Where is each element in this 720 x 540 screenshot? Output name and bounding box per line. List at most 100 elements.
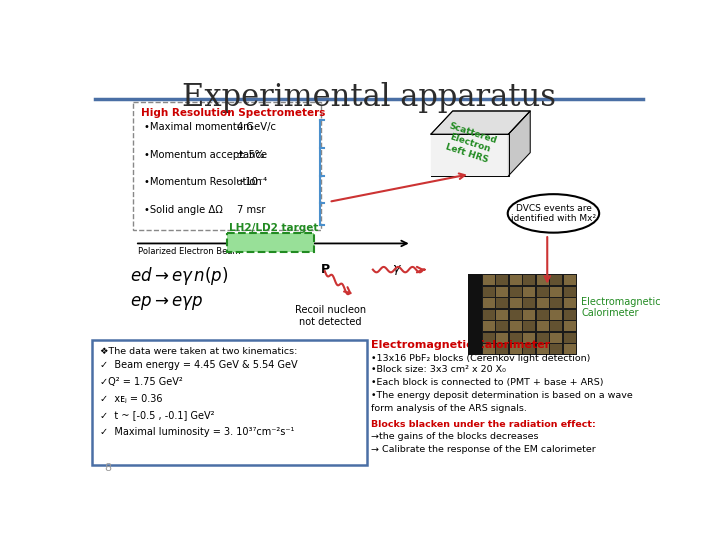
FancyBboxPatch shape bbox=[537, 287, 549, 296]
Text: form analysis of the ARS signals.: form analysis of the ARS signals. bbox=[371, 404, 526, 414]
Text: Scattered
Electron
Left HRS: Scattered Electron Left HRS bbox=[441, 122, 498, 165]
Text: Blocks blacken under the radiation effect:: Blocks blacken under the radiation effec… bbox=[371, 420, 595, 429]
FancyBboxPatch shape bbox=[523, 287, 535, 296]
FancyBboxPatch shape bbox=[564, 275, 576, 285]
Text: Recoil nucleon
not detected: Recoil nucleon not detected bbox=[294, 305, 366, 327]
Text: DVCS events are: DVCS events are bbox=[516, 204, 591, 213]
FancyBboxPatch shape bbox=[550, 333, 562, 343]
FancyBboxPatch shape bbox=[523, 275, 535, 285]
FancyBboxPatch shape bbox=[510, 333, 522, 343]
Text: •13x16 PbF₂ blocks (Čerenkov light detection): •13x16 PbF₂ blocks (Čerenkov light detec… bbox=[371, 352, 590, 362]
Text: identified with Mx²: identified with Mx² bbox=[511, 214, 596, 224]
Polygon shape bbox=[431, 134, 508, 176]
Text: 4 GeV/c: 4 GeV/c bbox=[238, 122, 276, 132]
FancyBboxPatch shape bbox=[482, 298, 495, 308]
FancyBboxPatch shape bbox=[564, 309, 576, 320]
FancyBboxPatch shape bbox=[537, 333, 549, 343]
Text: LH2/LD2 target: LH2/LD2 target bbox=[229, 222, 318, 233]
FancyBboxPatch shape bbox=[564, 287, 576, 296]
FancyBboxPatch shape bbox=[92, 340, 366, 465]
FancyBboxPatch shape bbox=[537, 309, 549, 320]
FancyBboxPatch shape bbox=[482, 345, 495, 354]
FancyBboxPatch shape bbox=[469, 298, 481, 308]
FancyBboxPatch shape bbox=[482, 275, 495, 285]
FancyBboxPatch shape bbox=[469, 321, 481, 331]
FancyBboxPatch shape bbox=[469, 345, 481, 354]
FancyBboxPatch shape bbox=[523, 321, 535, 331]
FancyBboxPatch shape bbox=[564, 321, 576, 331]
FancyBboxPatch shape bbox=[510, 298, 522, 308]
FancyBboxPatch shape bbox=[510, 287, 522, 296]
FancyBboxPatch shape bbox=[496, 333, 508, 343]
FancyBboxPatch shape bbox=[482, 321, 495, 331]
Text: ~10⁻⁴: ~10⁻⁴ bbox=[238, 177, 267, 187]
Text: ✓  Maximal luminosity = 3. 10³⁷cm⁻²s⁻¹: ✓ Maximal luminosity = 3. 10³⁷cm⁻²s⁻¹ bbox=[100, 428, 294, 437]
Text: ✓  t ~ [-0.5 , -0.1] GeV²: ✓ t ~ [-0.5 , -0.1] GeV² bbox=[100, 410, 215, 421]
FancyBboxPatch shape bbox=[537, 275, 549, 285]
FancyBboxPatch shape bbox=[550, 298, 562, 308]
FancyBboxPatch shape bbox=[468, 274, 482, 355]
FancyBboxPatch shape bbox=[469, 275, 481, 285]
Text: P: P bbox=[321, 264, 330, 276]
Text: High Resolution Spectrometers: High Resolution Spectrometers bbox=[141, 108, 325, 118]
FancyBboxPatch shape bbox=[550, 275, 562, 285]
FancyBboxPatch shape bbox=[496, 287, 508, 296]
Text: $ep \rightarrow e\gamma p$: $ep \rightarrow e\gamma p$ bbox=[130, 294, 203, 312]
FancyBboxPatch shape bbox=[550, 321, 562, 331]
FancyBboxPatch shape bbox=[550, 287, 562, 296]
Text: ✓  xᴇⱼ = 0.36: ✓ xᴇⱼ = 0.36 bbox=[100, 394, 163, 403]
FancyBboxPatch shape bbox=[537, 321, 549, 331]
FancyBboxPatch shape bbox=[564, 345, 576, 354]
FancyBboxPatch shape bbox=[482, 287, 495, 296]
Text: Calorimeter: Calorimeter bbox=[581, 308, 639, 318]
Text: •Solid angle ΔΩ: •Solid angle ΔΩ bbox=[144, 205, 223, 215]
FancyBboxPatch shape bbox=[468, 274, 577, 355]
FancyBboxPatch shape bbox=[550, 345, 562, 354]
Text: ✓Q² = 1.75 GeV²: ✓Q² = 1.75 GeV² bbox=[100, 377, 183, 387]
Polygon shape bbox=[431, 111, 530, 134]
FancyBboxPatch shape bbox=[550, 309, 562, 320]
Text: Experimental apparatus: Experimental apparatus bbox=[182, 82, 556, 113]
FancyBboxPatch shape bbox=[482, 309, 495, 320]
Text: •Each block is connected to (PMT + base + ARS): •Each block is connected to (PMT + base … bbox=[371, 378, 603, 387]
Text: Electromagnetic Calorimeter: Electromagnetic Calorimeter bbox=[371, 340, 549, 350]
FancyBboxPatch shape bbox=[469, 309, 481, 320]
Text: •Maximal momentum: •Maximal momentum bbox=[144, 122, 253, 132]
FancyBboxPatch shape bbox=[537, 298, 549, 308]
Text: →the gains of the blocks decreases: →the gains of the blocks decreases bbox=[371, 432, 538, 441]
FancyBboxPatch shape bbox=[133, 102, 321, 230]
Text: Electromagnetic: Electromagnetic bbox=[581, 298, 661, 307]
FancyBboxPatch shape bbox=[523, 345, 535, 354]
Text: $\gamma$: $\gamma$ bbox=[392, 264, 402, 278]
FancyBboxPatch shape bbox=[496, 275, 508, 285]
FancyBboxPatch shape bbox=[228, 233, 314, 252]
Polygon shape bbox=[508, 111, 530, 176]
Text: 7 msr: 7 msr bbox=[238, 205, 266, 215]
FancyBboxPatch shape bbox=[469, 287, 481, 296]
FancyBboxPatch shape bbox=[537, 345, 549, 354]
FancyBboxPatch shape bbox=[564, 333, 576, 343]
Text: → Calibrate the response of the EM calorimeter: → Calibrate the response of the EM calor… bbox=[371, 445, 595, 454]
FancyBboxPatch shape bbox=[564, 298, 576, 308]
FancyBboxPatch shape bbox=[510, 345, 522, 354]
FancyBboxPatch shape bbox=[510, 321, 522, 331]
FancyBboxPatch shape bbox=[496, 345, 508, 354]
Ellipse shape bbox=[508, 194, 599, 233]
Text: ✓  Beam energy = 4.45 GeV & 5.54 GeV: ✓ Beam energy = 4.45 GeV & 5.54 GeV bbox=[100, 360, 297, 370]
FancyBboxPatch shape bbox=[469, 333, 481, 343]
Text: 8: 8 bbox=[104, 463, 111, 473]
FancyBboxPatch shape bbox=[496, 309, 508, 320]
Text: •Momentum Resolution: •Momentum Resolution bbox=[144, 177, 262, 187]
FancyBboxPatch shape bbox=[523, 298, 535, 308]
FancyBboxPatch shape bbox=[482, 333, 495, 343]
Text: ± 5%: ± 5% bbox=[238, 150, 264, 159]
FancyBboxPatch shape bbox=[510, 275, 522, 285]
Text: Polarized Electron Beam: Polarized Electron Beam bbox=[138, 247, 240, 256]
FancyBboxPatch shape bbox=[523, 333, 535, 343]
FancyBboxPatch shape bbox=[496, 321, 508, 331]
FancyBboxPatch shape bbox=[523, 309, 535, 320]
Text: $ed \rightarrow e\gamma\, n(p)$: $ed \rightarrow e\gamma\, n(p)$ bbox=[130, 265, 229, 287]
Text: •Block size: 3x3 cm² x 20 X₀: •Block size: 3x3 cm² x 20 X₀ bbox=[371, 365, 505, 374]
FancyBboxPatch shape bbox=[510, 309, 522, 320]
Text: ❖The data were taken at two kinematics:: ❖The data were taken at two kinematics: bbox=[100, 347, 297, 356]
